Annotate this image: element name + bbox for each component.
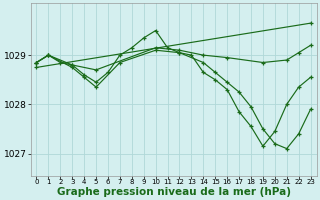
X-axis label: Graphe pression niveau de la mer (hPa): Graphe pression niveau de la mer (hPa) bbox=[57, 187, 291, 197]
